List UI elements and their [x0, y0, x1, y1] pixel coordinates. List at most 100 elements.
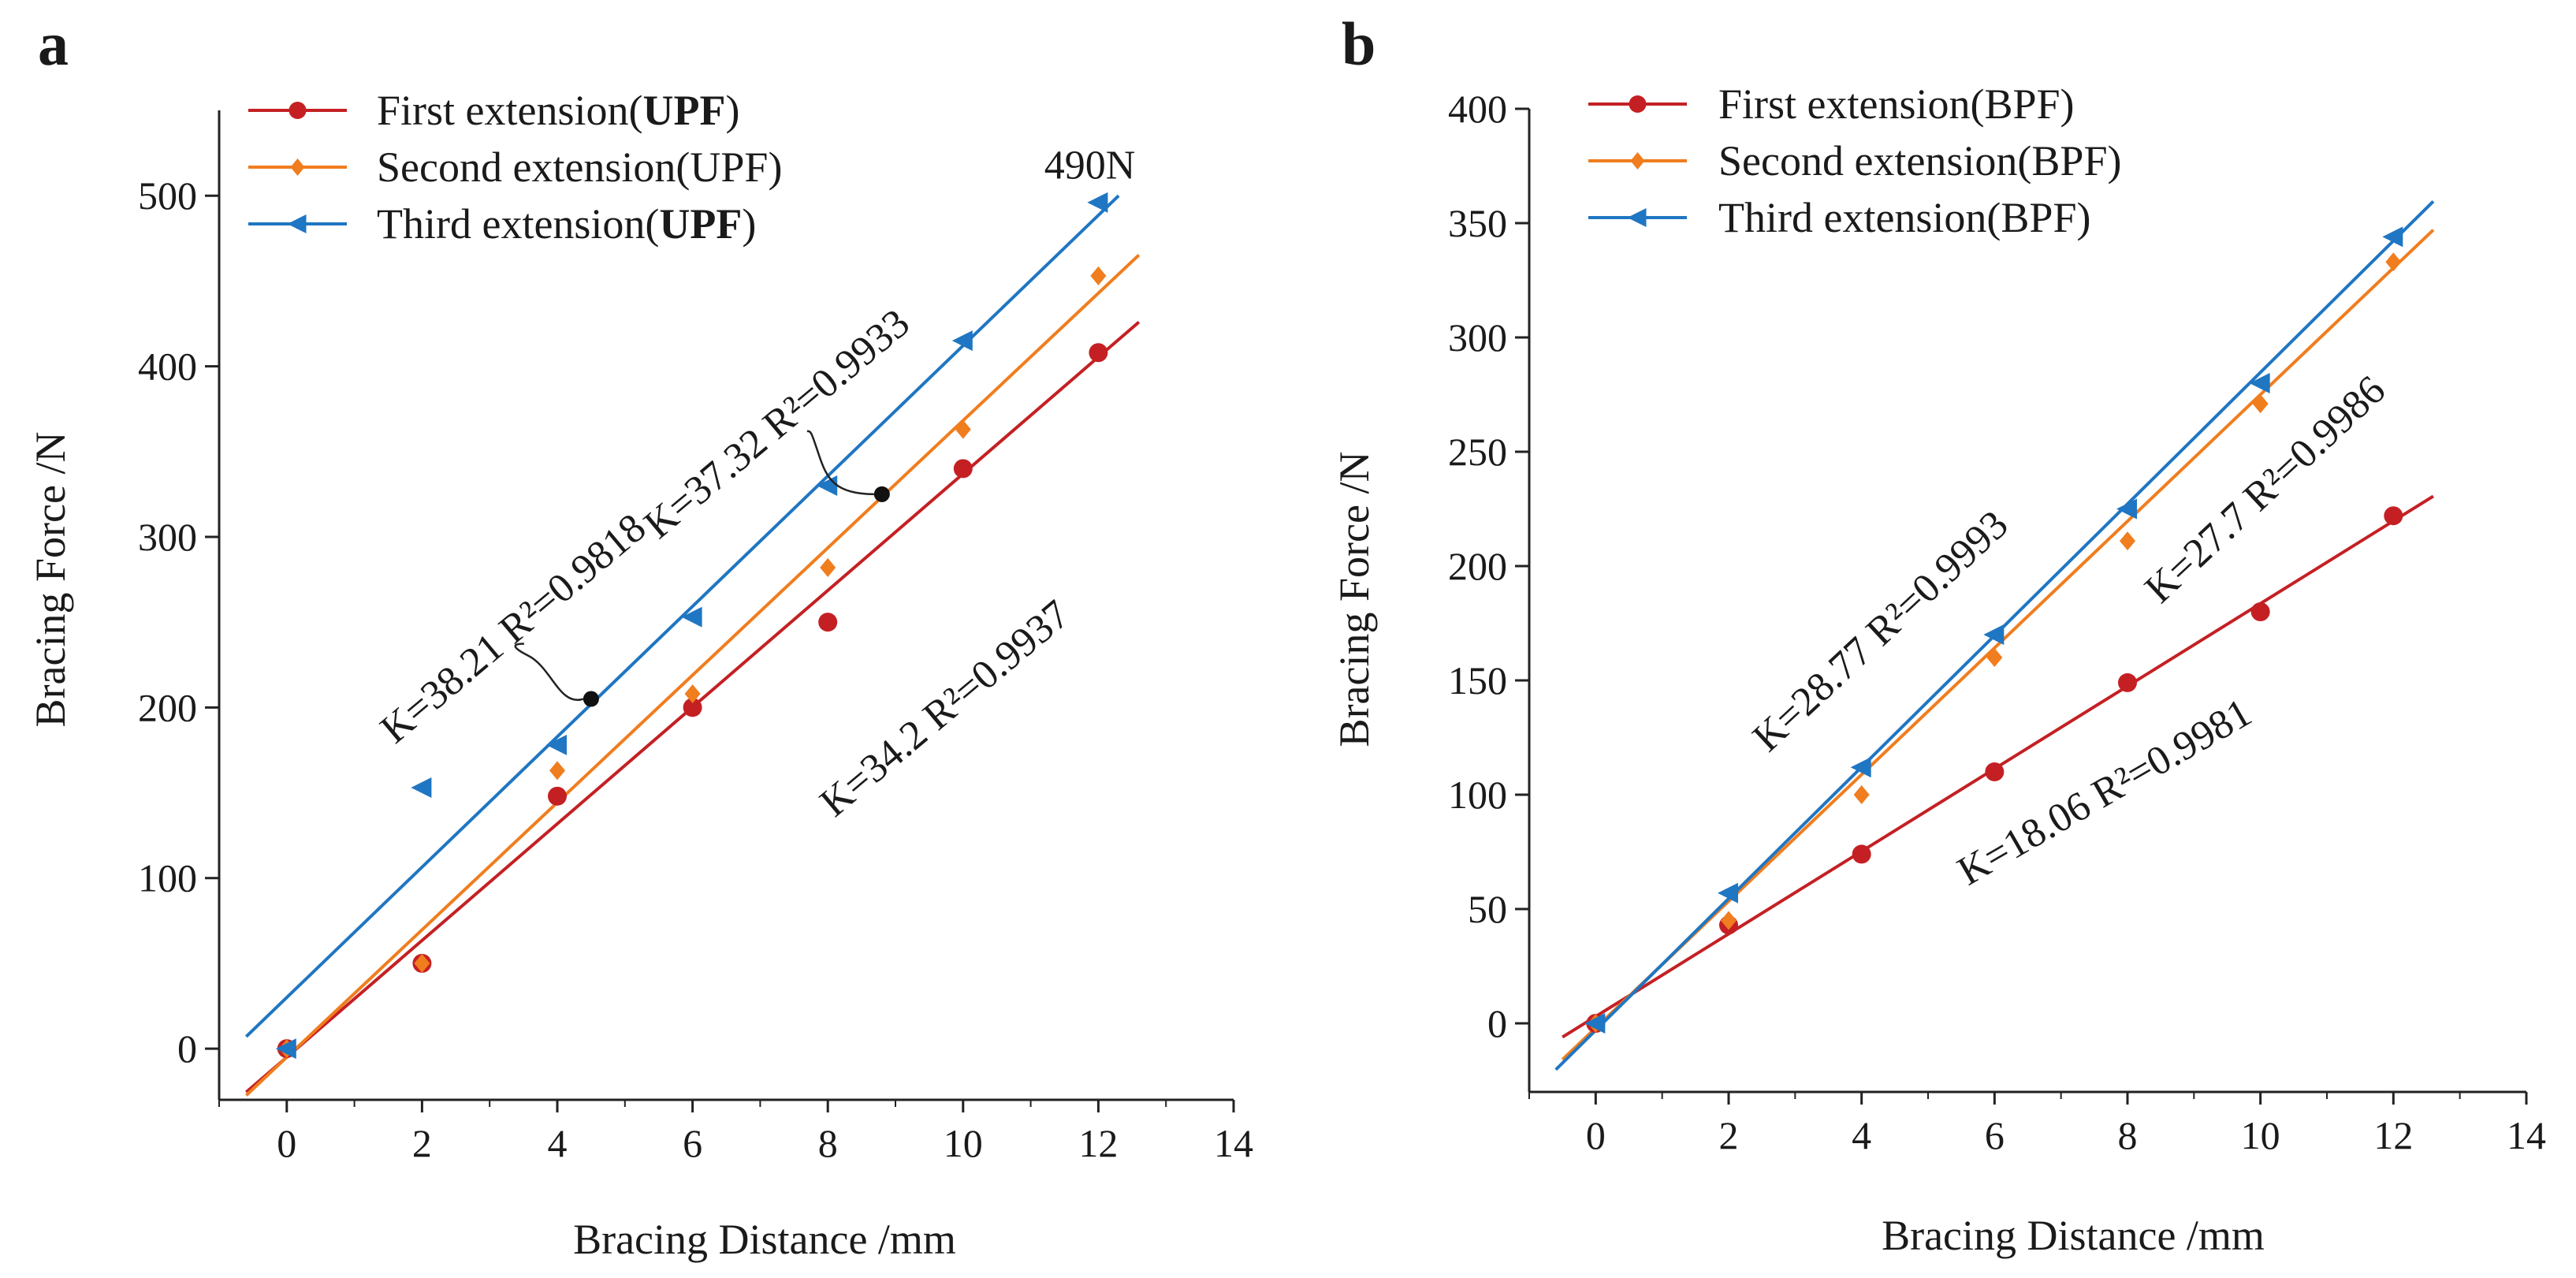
panel-a-series-3-point	[681, 606, 702, 628]
panel-a-y-tick-label: 500	[138, 173, 197, 218]
panel-a-y-tick-label: 0	[177, 1026, 197, 1071]
panel-a-x-tick-label: 12	[1078, 1121, 1118, 1165]
panel-a-x-tick-label: 10	[944, 1121, 983, 1165]
panel-a-series-3-point	[1087, 192, 1108, 213]
panel-b-chart: b Bracing Force /N Bracing Distance /mm …	[1331, 9, 2546, 1259]
panel-b-x-tick-label: 4	[1852, 1113, 1871, 1157]
panel-b-y-tick-label: 150	[1448, 658, 1507, 702]
panel-b-legend-label: First extension(BPF)	[1718, 80, 2075, 128]
panel-a-legend-marker	[287, 214, 307, 233]
panel-b-legend-label-part: Third extension(BPF)	[1718, 194, 2090, 241]
panel-b-y-tick-label: 400	[1448, 87, 1507, 131]
panel-b-series-3-point	[1584, 1013, 1606, 1034]
panel-b-series-1-point	[2250, 602, 2270, 621]
panel-a-legend-label-part: Second extension(UPF)	[377, 143, 782, 191]
panel-a-legend-marker	[290, 158, 305, 176]
panel-b-y-tick-label: 0	[1487, 1001, 1507, 1045]
panel-a-callout-leader	[806, 430, 874, 496]
panel-a-legend-label: First extension(UPF)	[377, 87, 739, 134]
panel-a-legend-label-bold: UPF	[642, 87, 725, 134]
panel-a-series-1-point	[548, 786, 567, 806]
panel-a-legend-label-suffix: )	[742, 200, 756, 248]
panel-a-series-1-point	[1089, 343, 1108, 363]
panel-b-series-3-point	[1718, 882, 1738, 904]
panel-b-series-1-point	[1985, 762, 2005, 781]
panel-b-series-3-point	[1983, 624, 2005, 645]
panel-b-series-1-point	[1852, 844, 1871, 864]
panel-a-series-3-point	[275, 1038, 296, 1060]
panel-b-x-tick-label: 6	[1985, 1113, 2005, 1157]
panel-b-series-2-point	[2120, 531, 2135, 551]
panel-b-y-tick-label: 350	[1448, 201, 1507, 245]
panel-a-series-1-point	[818, 613, 838, 632]
panel-b-series-1-point	[2118, 673, 2137, 692]
panel-b-series-2-point	[1853, 785, 1870, 804]
panel-a-annotation: K=34.2 R²=0.9937	[812, 592, 1078, 826]
panel-label-a: a	[38, 9, 69, 78]
panel-a-series-2-point	[414, 953, 430, 973]
panel-a-legend-label: Second extension(UPF)	[377, 143, 782, 191]
panel-a-series-1-point	[683, 698, 702, 717]
panel-a-callout-point	[583, 691, 599, 707]
panel-b-legend-label: Third extension(BPF)	[1718, 194, 2090, 241]
panel-b-series-2-point	[1986, 648, 2003, 667]
panel-b-series-1-point	[2384, 506, 2403, 526]
panel-a-legend-label: Third extension(UPF)	[377, 200, 756, 248]
panel-a-series-3-fit-line	[244, 194, 1120, 1038]
panel-a-y-tick-label: 400	[138, 345, 197, 389]
panel-a-legend-label-bold: UPF	[659, 200, 742, 248]
panel-b-legend-marker	[1630, 152, 1645, 170]
panel-a-chart: a Bracing Force /N Bracing Distance /mm …	[27, 9, 1253, 1263]
panel-b-x-tick-label: 10	[2241, 1113, 2280, 1157]
panel-b-legend-marker	[1627, 208, 1647, 227]
panel-a-series-2-fit-line	[244, 253, 1141, 1097]
panel-b-x-tick-label: 8	[2118, 1113, 2138, 1157]
panel-a-x-tick-label: 14	[1214, 1121, 1253, 1165]
panel-b-series-3-point	[2116, 498, 2137, 520]
panel-a-legend-label-part: First extension(	[377, 87, 642, 134]
panel-b-series-2-point	[2252, 394, 2269, 414]
panel-b-annotation: K=18.06 R²=0.9981	[1950, 690, 2259, 894]
panel-b-y-tick-label: 200	[1448, 544, 1507, 588]
panel-b-series-2-point	[2385, 252, 2402, 272]
panel-a-y-axis-title-group: Bracing Force /N	[27, 432, 74, 728]
panel-b-x-tick-label: 2	[1719, 1113, 1739, 1157]
panel-a-y-axis-title: Bracing Force /N	[27, 432, 74, 728]
panel-a-annotation: K=37.32 R²=0.9933	[636, 300, 918, 547]
panel-a-x-axis-title: Bracing Distance /mm	[573, 1216, 956, 1263]
panel-b-x-tick-label: 12	[2373, 1113, 2413, 1157]
panel-a-x-tick-label: 8	[818, 1121, 838, 1165]
panel-a-legend-label-part: Third extension(	[377, 200, 659, 248]
panel-a-y-tick-label: 100	[138, 856, 197, 900]
panel-a-x-tick-label: 4	[548, 1121, 568, 1165]
panel-a-x-tick-label: 6	[683, 1121, 702, 1165]
panel-a-x-tick-label: 2	[412, 1121, 432, 1165]
panel-a-series-2-point	[820, 557, 836, 577]
panel-a-series-3-point	[411, 777, 432, 799]
panel-a-series-1-point	[953, 459, 973, 479]
panel-a-annotation: 490N	[1044, 143, 1136, 188]
panel-a-series-2-point	[549, 761, 565, 781]
panel-b-y-axis-title: Bracing Force /N	[1331, 452, 1378, 747]
panel-a-series-3-point	[951, 330, 973, 352]
panel-a-annotation: K=38.21 R²=0.9818	[372, 505, 654, 752]
panel-b-series-3-point	[1850, 757, 1871, 778]
panel-a-series-3-point	[546, 734, 567, 755]
panel-a-callout-leader	[514, 643, 584, 702]
panel-b-legend-label-part: First extension(BPF)	[1718, 80, 2075, 128]
panel-a-y-tick-label: 200	[138, 685, 197, 729]
panel-b-legend-label-part: Second extension(BPF)	[1718, 137, 2121, 184]
panel-b-y-tick-label: 250	[1448, 430, 1507, 474]
panel-a-series-2-point	[955, 419, 971, 439]
panel-b-series-2-point	[1721, 911, 1737, 930]
panel-b-x-tick-label: 14	[2507, 1113, 2546, 1157]
panel-b-annotation: K=28.77 R²=0.9993	[1744, 502, 2017, 761]
panel-b-legend-marker	[1629, 95, 1647, 113]
panel-a-y-tick-label: 300	[138, 515, 197, 559]
panel-a-callout-point	[873, 486, 890, 502]
panel-a-series-2-point	[1090, 266, 1107, 285]
panel-b-series-3-point	[2249, 373, 2270, 393]
panel-b-x-axis-title: Bracing Distance /mm	[1882, 1212, 2265, 1259]
panel-a-x-tick-label: 0	[277, 1121, 296, 1165]
